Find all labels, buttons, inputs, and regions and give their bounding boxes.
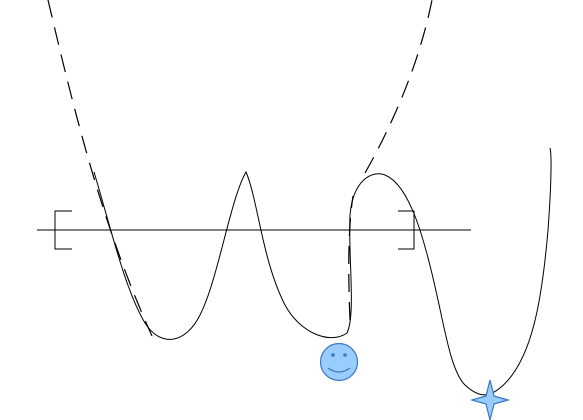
dashed-parabola-curve bbox=[47, 0, 433, 337]
smiley-face-icon bbox=[319, 342, 359, 382]
right-bracket bbox=[398, 210, 415, 250]
four-point-star-icon bbox=[469, 379, 511, 420]
solid-wavy-curve bbox=[93, 147, 552, 396]
left-bracket bbox=[54, 210, 72, 250]
